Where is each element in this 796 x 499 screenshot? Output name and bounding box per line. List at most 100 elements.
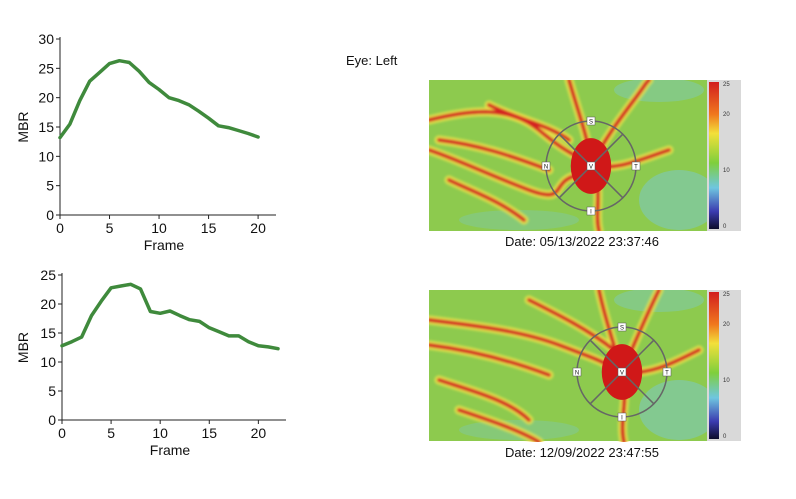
- data-point: [128, 61, 131, 64]
- vessel: [437, 378, 531, 422]
- region-marker: [631, 161, 641, 171]
- region-marker-label: N: [544, 165, 548, 171]
- data-point: [59, 136, 61, 139]
- x-tick-label: 0: [56, 220, 64, 236]
- data-point: [237, 335, 240, 337]
- y-tick-label: 25: [38, 60, 54, 76]
- data-point: [227, 126, 230, 129]
- data-point: [71, 340, 73, 343]
- data-point: [80, 336, 83, 338]
- x-axis-label: Frame: [150, 442, 191, 458]
- data-point: [257, 344, 260, 347]
- data-point: [237, 129, 240, 132]
- region-marker-label: I: [621, 416, 623, 422]
- x-tick-label: 20: [250, 220, 266, 236]
- data-point: [148, 81, 150, 84]
- x-tick-label: 10: [151, 220, 167, 236]
- data-point: [129, 283, 132, 286]
- vessel: [447, 178, 526, 222]
- data-point: [158, 88, 160, 91]
- data-point: [207, 117, 210, 119]
- region-marker: [586, 116, 596, 126]
- data-point: [159, 312, 161, 315]
- region-marker: [541, 161, 551, 171]
- scale-label: 20: [723, 322, 730, 328]
- blood-flow-map-2: S N V T I 25 20 10 0: [429, 290, 741, 442]
- x-tick-label: 15: [201, 425, 217, 441]
- data-point: [169, 310, 171, 312]
- vessel: [437, 138, 551, 172]
- region-marker: [586, 161, 596, 171]
- data-point: [218, 331, 220, 333]
- x-tick-label: 15: [201, 220, 217, 236]
- y-tick-label: 15: [38, 119, 54, 135]
- low-flow-area: [639, 170, 719, 230]
- data-point: [98, 71, 101, 74]
- blood-flow-map-1: S N V T I 25 20 10 0: [429, 80, 741, 231]
- region-marker-label: S: [620, 326, 624, 332]
- vessel: [487, 103, 571, 142]
- region-marker-label: V: [589, 165, 593, 171]
- data-point: [217, 125, 220, 127]
- data-point: [90, 314, 93, 317]
- region-marker-label: N: [575, 371, 579, 377]
- data-point: [88, 80, 91, 83]
- data-point: [197, 110, 200, 112]
- scale-label: 20: [723, 112, 730, 118]
- data-point: [139, 288, 142, 290]
- data-point: [228, 335, 230, 337]
- x-tick-label: 10: [152, 425, 168, 441]
- data-point: [168, 96, 170, 99]
- map-date-1: Date: 05/13/2022 23:37:46: [505, 234, 659, 249]
- y-tick-label: 25: [40, 267, 56, 283]
- data-point: [138, 70, 141, 73]
- y-tick-label: 30: [38, 31, 54, 47]
- data-point: [120, 285, 122, 287]
- x-tick-label: 5: [106, 220, 114, 236]
- region-marker: [617, 367, 627, 377]
- scale-label: 25: [723, 292, 730, 298]
- mbr-series-line: [60, 282, 280, 351]
- y-tick-label: 0: [48, 412, 56, 428]
- data-point: [69, 123, 71, 125]
- y-tick-label: 10: [40, 354, 56, 370]
- scale-label: 0: [723, 434, 727, 440]
- low-flow-area: [614, 290, 704, 312]
- data-point: [79, 99, 81, 102]
- scale-label: 0: [723, 224, 727, 230]
- color-scale-bar: [709, 292, 719, 439]
- eye-label: Eye: Left: [346, 53, 398, 68]
- region-marker-label: I: [590, 210, 592, 216]
- x-axis-label: Frame: [144, 237, 185, 253]
- data-point: [257, 136, 259, 138]
- vessel: [429, 148, 581, 197]
- scale-label: 25: [723, 82, 730, 88]
- region-marker: [617, 322, 627, 332]
- scale-label: 10: [723, 378, 730, 384]
- low-flow-area: [639, 380, 719, 440]
- mbr-series-line: [58, 58, 260, 140]
- scale-label: 10: [723, 168, 730, 174]
- data-point: [110, 286, 112, 289]
- y-axis-label: MBR: [15, 111, 31, 142]
- x-tick-label: 20: [251, 425, 267, 441]
- data-point: [198, 320, 201, 323]
- region-marker-label: T: [665, 371, 669, 377]
- x-tick-label: 5: [107, 425, 115, 441]
- y-tick-label: 5: [48, 383, 56, 399]
- region-marker-label: S: [589, 120, 593, 126]
- data-point: [149, 310, 152, 313]
- data-point: [247, 132, 249, 135]
- region-marker-label: T: [634, 165, 638, 171]
- mbr-chart-top: 0 5 10 15 20 25 30 0 5 10 15 20 Frame MBR: [15, 31, 276, 253]
- y-tick-label: 5: [46, 178, 54, 194]
- y-tick-label: 20: [40, 296, 56, 312]
- vessel: [429, 343, 551, 377]
- data-point: [208, 326, 211, 329]
- vessel: [527, 298, 616, 352]
- data-point: [118, 59, 121, 62]
- vessel: [457, 408, 541, 442]
- data-point: [247, 340, 250, 343]
- data-point: [61, 344, 63, 347]
- color-scale-bar: [709, 82, 719, 229]
